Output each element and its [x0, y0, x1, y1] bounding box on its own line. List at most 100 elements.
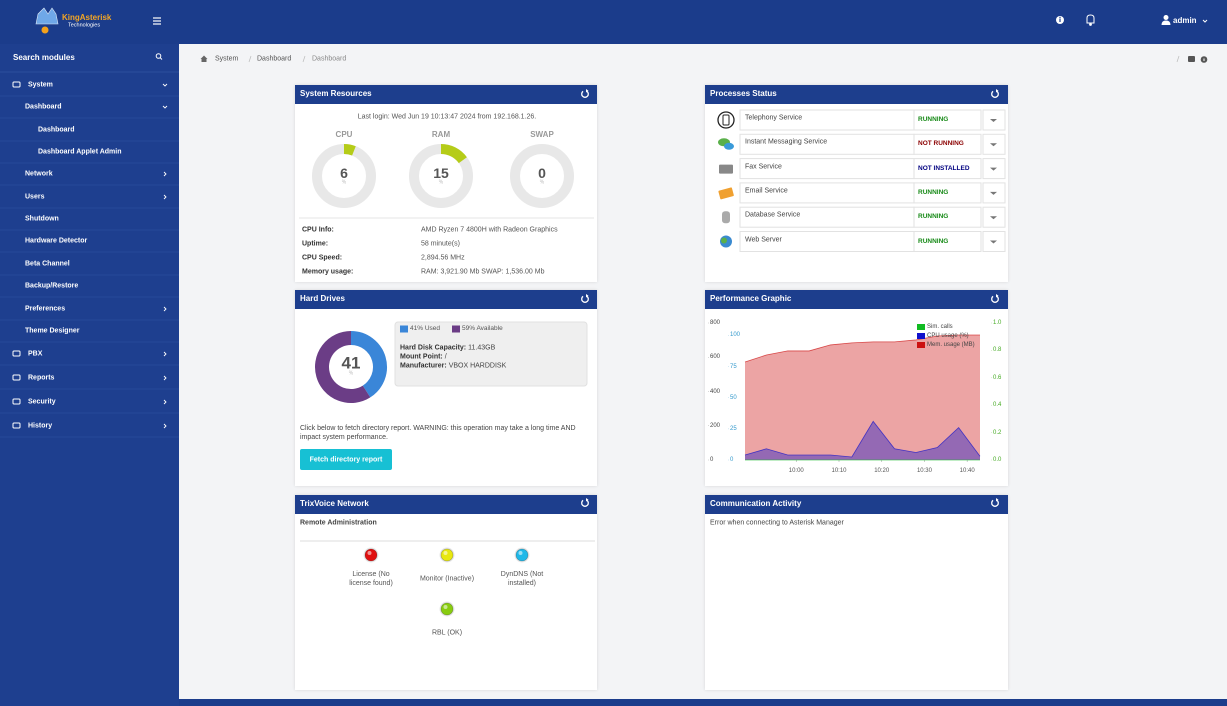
disk-detail: Hard Disk Capacity: 11.43GB: [400, 345, 495, 352]
menu-icon: [12, 374, 21, 381]
process-name: Instant Messaging Service: [745, 138, 828, 146]
y-tick-label: 0: [710, 457, 714, 463]
refresh-icon[interactable]: [581, 294, 589, 303]
y-tick-label: 0.0: [993, 457, 1002, 463]
brand-subtitle: Technologies: [68, 22, 101, 29]
sidebar-item[interactable]: Hardware Detector: [25, 237, 88, 245]
notification-icon[interactable]: [1086, 14, 1095, 26]
led-label: RBL (OK): [431, 629, 463, 637]
user-name: admin: [1173, 16, 1197, 25]
refresh-arrow: [586, 498, 589, 502]
info-label: CPU Speed:: [302, 254, 343, 262]
sidebar-item[interactable]: Backup/Restore: [25, 282, 79, 290]
gauge-unit: %: [539, 179, 545, 186]
breadcrumb-item: System: [215, 55, 239, 63]
y-tick-label: 0.2: [993, 429, 1002, 436]
sidebar-item[interactable]: Dashboard Applet Admin: [38, 148, 122, 156]
sidebar-item[interactable]: Security: [28, 398, 56, 406]
process-icon: [722, 211, 730, 224]
panel-title: Hard Drives: [300, 294, 345, 303]
gauge-label: SWAP: [530, 130, 554, 139]
sidebar-item[interactable]: Dashboard: [25, 103, 62, 111]
process-status-cell: [913, 158, 982, 180]
process-icon: [722, 114, 730, 126]
fetch-report-button[interactable]: Fetch directory report: [300, 449, 392, 470]
process-status: RUNNING: [918, 188, 949, 196]
logo-mark: [35, 7, 59, 34]
process-status: NOT RUNNING: [918, 140, 964, 148]
communication-panel: Communication Activity: [705, 495, 1008, 690]
disk-detail: Manufacturer: VBOX HARDDISK: [400, 363, 506, 370]
y-tick-label: 0.6: [993, 374, 1002, 381]
dropdown-arrow: [990, 167, 997, 171]
dropdown-arrow: [990, 240, 997, 244]
disk-segment: [350, 331, 387, 398]
panel-header: Communication Activity: [705, 495, 1008, 514]
brand-name: KingAsterisk: [62, 13, 112, 22]
x-tick-label: 10:00: [788, 468, 804, 474]
menu-toggle[interactable]: [153, 17, 161, 25]
breadcrumb-item: Dashboard: [312, 55, 347, 63]
sidebar-item[interactable]: PBX: [28, 350, 43, 358]
panel-title: TrixVoice Network: [300, 499, 369, 508]
refresh-icon[interactable]: [581, 498, 589, 507]
info-value: 58 minute(s): [421, 240, 460, 248]
info-value: 2,894.56 MHz: [421, 254, 465, 262]
sidebar-item[interactable]: Users: [25, 193, 45, 201]
info-label: Uptime:: [302, 240, 329, 248]
process-icon: [721, 237, 727, 244]
dropdown-arrow: [990, 191, 997, 195]
legend-label: CPU usage (%): [927, 333, 969, 339]
led-label: DynDNS (Not installed): [500, 571, 544, 587]
status-led: [364, 548, 378, 562]
legend-swatch: [917, 324, 925, 330]
sidebar-item[interactable]: Reports: [28, 374, 55, 382]
refresh-icon[interactable]: [991, 498, 999, 507]
panel-title: Processes Status: [710, 89, 777, 98]
process-icon: [724, 142, 734, 150]
legend-swatch: [452, 325, 460, 333]
process-status: RUNNING: [918, 237, 949, 245]
series-line: [744, 334, 980, 363]
sidebar-item[interactable]: Dashboard: [38, 126, 75, 134]
menu-icon: [12, 422, 21, 429]
sidebar-item[interactable]: Theme Designer: [25, 327, 80, 335]
sidebar-item[interactable]: Shutdown: [25, 215, 59, 223]
refresh-arrow: [996, 89, 999, 93]
status-led: [515, 548, 529, 562]
disk-segment: [315, 331, 371, 403]
led-highlight: [367, 551, 372, 555]
process-icon: [719, 164, 733, 174]
refresh-icon[interactable]: [581, 89, 589, 98]
x-tick-label: 10:10: [831, 468, 847, 474]
x-tick-label: 10:20: [874, 468, 890, 474]
y-tick-label: 600: [710, 354, 721, 361]
footer-bar: [179, 699, 1227, 706]
refresh-icon[interactable]: [991, 89, 999, 98]
sidebar-item[interactable]: Preferences: [25, 305, 66, 313]
sidebar-item[interactable]: Beta Channel: [25, 260, 70, 268]
hd-legend-box: [394, 321, 588, 387]
detail-label: Mount Point:: [400, 353, 443, 361]
refresh-arrow: [586, 294, 589, 298]
detail-value: /: [444, 353, 447, 361]
info-icon[interactable]: [1056, 16, 1064, 24]
home-icon[interactable]: [200, 55, 208, 63]
process-name: Web Server: [745, 236, 782, 243]
panel-title: Communication Activity: [710, 499, 802, 508]
search-icon[interactable]: [155, 53, 163, 60]
button-label[interactable]: Fetch directory report: [309, 456, 383, 463]
panel-header: System Resources: [295, 85, 597, 104]
user-icon[interactable]: [1161, 15, 1208, 25]
refresh-icon[interactable]: [991, 294, 999, 303]
detail-value: 11.43GB: [468, 344, 496, 352]
dropdown-arrow: [990, 119, 997, 122]
y-tick-label: 400: [710, 388, 721, 395]
sidebar-item[interactable]: System: [28, 81, 53, 89]
sidebar-item[interactable]: History: [28, 422, 53, 430]
y-tick-label: 0: [730, 457, 734, 463]
panel-header: Processes Status: [705, 85, 1008, 104]
page-tools[interactable]: [1188, 56, 1208, 63]
sidebar-item[interactable]: Network: [25, 170, 53, 178]
info-label: CPU Info:: [302, 226, 334, 234]
